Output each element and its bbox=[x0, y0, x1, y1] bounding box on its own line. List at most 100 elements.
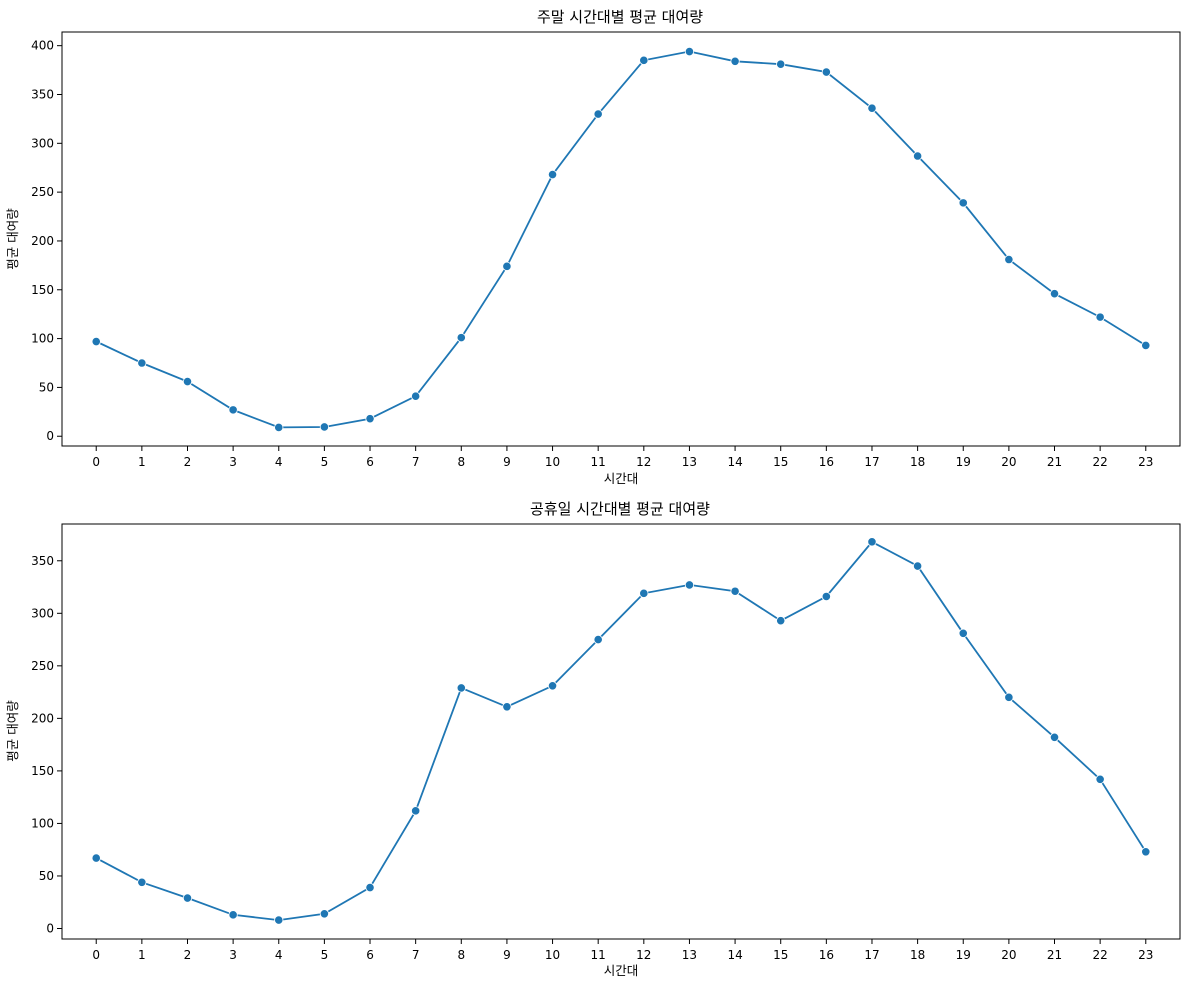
data-point bbox=[1095, 312, 1105, 322]
data-point bbox=[593, 634, 603, 645]
x-tick-label: 5 bbox=[321, 455, 329, 469]
x-tick-label: 14 bbox=[727, 948, 742, 962]
y-tick-label: 350 bbox=[31, 554, 54, 568]
x-tick-label: 13 bbox=[682, 948, 697, 962]
y-ticks: 0 50 100 150 200 250 300 350 400 bbox=[31, 39, 62, 443]
y-ticks: 0 50 100 150 200 250 300 350 bbox=[31, 554, 62, 935]
y-tick-label: 200 bbox=[31, 234, 54, 248]
chart-title: 공휴일 시간대별 평균 대여량 bbox=[530, 500, 710, 518]
data-point bbox=[684, 46, 695, 57]
x-tick-label: 20 bbox=[1001, 455, 1016, 469]
data-point bbox=[502, 261, 512, 271]
plot-frame bbox=[61, 523, 1181, 940]
x-tick-label: 8 bbox=[457, 455, 465, 469]
x-tick-label: 9 bbox=[503, 455, 511, 469]
data-point bbox=[1004, 692, 1014, 702]
x-tick-label: 22 bbox=[1093, 455, 1108, 469]
data-point bbox=[411, 806, 421, 816]
data-point bbox=[639, 588, 649, 598]
x-tick-label: 14 bbox=[727, 455, 742, 469]
x-tick-label: 5 bbox=[321, 948, 329, 962]
x-tick-label: 15 bbox=[773, 455, 788, 469]
y-axis-label: 평균 대여량 bbox=[5, 208, 20, 270]
data-point bbox=[958, 198, 968, 208]
x-tick-label: 10 bbox=[545, 948, 560, 962]
x-tick-label: 10 bbox=[545, 455, 560, 469]
x-tick-label: 3 bbox=[229, 948, 237, 962]
data-point bbox=[91, 853, 101, 863]
x-tick-label: 23 bbox=[1138, 455, 1153, 469]
data-point bbox=[274, 915, 284, 925]
data-point bbox=[319, 422, 329, 432]
data-point bbox=[319, 909, 329, 919]
x-tick-label: 1 bbox=[138, 455, 146, 469]
y-axis-label: 평균 대여량 bbox=[5, 700, 20, 762]
data-point bbox=[821, 67, 831, 77]
data-point bbox=[821, 591, 831, 602]
data-point bbox=[1141, 340, 1151, 351]
series-markers bbox=[91, 537, 1151, 925]
data-point bbox=[730, 56, 740, 66]
x-tick-label: 4 bbox=[275, 455, 283, 469]
data-point bbox=[593, 109, 603, 119]
data-point bbox=[1004, 254, 1014, 265]
data-point bbox=[456, 333, 466, 343]
plot-frame bbox=[61, 31, 1181, 447]
y-tick-label: 200 bbox=[31, 711, 54, 725]
data-point bbox=[182, 376, 193, 387]
x-tick-label: 12 bbox=[636, 455, 651, 469]
y-tick-label: 0 bbox=[46, 921, 54, 935]
data-point bbox=[867, 103, 877, 113]
x-ticks: 0 1 2 3 4 5 6 7 8 9 10 11 12 13 14 15 16 17 18 19 20 21 22 23 bbox=[92, 446, 1153, 469]
y-tick-label: 150 bbox=[31, 283, 54, 297]
x-tick-label: 8 bbox=[457, 948, 465, 962]
x-tick-label: 6 bbox=[366, 948, 374, 962]
data-point bbox=[776, 59, 786, 69]
y-tick-label: 50 bbox=[39, 869, 54, 883]
data-point bbox=[1049, 732, 1060, 742]
data-point bbox=[684, 580, 695, 590]
x-tick-label: 16 bbox=[819, 455, 834, 469]
data-point bbox=[228, 910, 238, 920]
y-tick-label: 100 bbox=[31, 816, 54, 830]
y-tick-label: 250 bbox=[31, 185, 54, 199]
x-tick-label: 16 bbox=[819, 948, 834, 962]
x-tick-label: 17 bbox=[864, 948, 879, 962]
data-point bbox=[547, 681, 558, 691]
y-tick-label: 0 bbox=[46, 429, 54, 443]
data-point bbox=[137, 877, 147, 887]
data-point bbox=[411, 391, 421, 401]
data-point bbox=[91, 336, 101, 347]
x-tick-label: 19 bbox=[956, 455, 971, 469]
x-tick-label: 11 bbox=[591, 948, 606, 962]
x-tick-label: 13 bbox=[682, 455, 697, 469]
y-tick-label: 400 bbox=[31, 39, 54, 53]
data-point bbox=[776, 616, 786, 626]
x-tick-label: 11 bbox=[591, 455, 606, 469]
x-tick-label: 22 bbox=[1093, 948, 1108, 962]
data-point bbox=[547, 169, 558, 180]
series-line bbox=[95, 50, 1147, 429]
data-point bbox=[730, 586, 740, 596]
x-tick-label: 20 bbox=[1001, 948, 1016, 962]
x-tick-label: 0 bbox=[92, 455, 100, 469]
x-tick-label: 7 bbox=[412, 948, 420, 962]
x-tick-label: 9 bbox=[503, 948, 511, 962]
y-tick-label: 300 bbox=[31, 606, 54, 620]
data-point bbox=[639, 55, 649, 65]
x-tick-label: 23 bbox=[1138, 948, 1153, 962]
x-tick-label: 19 bbox=[956, 948, 971, 962]
series-markers bbox=[91, 46, 1151, 433]
data-point bbox=[365, 414, 375, 424]
data-point bbox=[228, 405, 238, 415]
data-point bbox=[182, 893, 193, 903]
x-tick-label: 2 bbox=[184, 455, 192, 469]
data-point bbox=[913, 561, 923, 571]
weekend-chart: 주말 시간대별 평균 대여량 050100150200250300350400 … bbox=[5, 8, 1181, 486]
data-point bbox=[365, 882, 375, 893]
data-point bbox=[867, 537, 877, 547]
x-tick-label: 1 bbox=[138, 948, 146, 962]
x-tick-label: 21 bbox=[1047, 455, 1062, 469]
holiday-chart: 공휴일 시간대별 평균 대여량 0 50 100 150 200 250 300 350 0 1… bbox=[5, 500, 1181, 978]
x-tick-label: 17 bbox=[864, 455, 879, 469]
